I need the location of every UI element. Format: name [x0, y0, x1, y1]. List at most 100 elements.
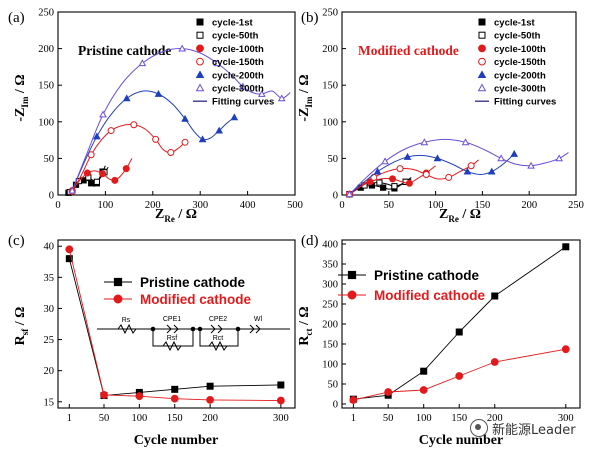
panel-letter: (b) [301, 10, 319, 26]
x-axis-label: ZRe / Ω [155, 207, 197, 224]
data-point [527, 161, 535, 169]
y-tick-label: 20 [44, 366, 55, 377]
x-tick-label: 200 [202, 413, 218, 424]
data-point [510, 149, 519, 157]
plot-frame [57, 239, 296, 409]
data-point [445, 173, 453, 181]
x-tick-label: 300 [273, 413, 289, 424]
data-point [93, 132, 101, 140]
resistor-rs [117, 323, 137, 335]
data-point [99, 110, 107, 118]
x-tick-label: 150 [167, 413, 183, 424]
legend-label: Modified cathode [140, 292, 251, 307]
data-point [130, 121, 138, 129]
svg-text:ZRe / Ω: ZRe / Ω [439, 207, 481, 224]
data-point [405, 179, 413, 187]
y-tick-label: 25 [44, 335, 55, 346]
data-point [455, 372, 464, 380]
legend-marker [478, 31, 486, 39]
data-point [349, 396, 358, 404]
legend-marker [113, 294, 123, 304]
legend: cycle-1st cycle-50th cycle-100th cycle-150t… [475, 18, 556, 108]
fitting-curve [349, 159, 479, 195]
series-line [68, 249, 281, 401]
data-point [181, 114, 189, 122]
legend-label: cycle-1st [494, 18, 536, 29]
x-tick-label: 100 [131, 413, 147, 424]
warburg-element [255, 324, 261, 334]
data-point [167, 149, 175, 157]
legend: cycle-1st cycle-50th cycle-100th cycle-150t… [193, 18, 274, 108]
y-tick-label: 250 [38, 8, 54, 19]
rct-branch [199, 329, 239, 347]
data-point [213, 59, 222, 67]
fitting-curve [349, 165, 436, 195]
data-point [107, 127, 115, 135]
chart-panel-1: 0 100 200 300 400 500 0 50 100 150 200 250 ZRe / Ω -Z… [8, 8, 303, 225]
data-point [138, 59, 147, 67]
x-tick-label: 50 [99, 413, 110, 424]
data-point [403, 152, 412, 160]
y-axis-label: -ZIm / Ω [297, 74, 314, 121]
resistor-rsf [162, 340, 182, 352]
data-point [391, 183, 398, 190]
data-point [380, 184, 387, 191]
legend-label: cycle-300th [212, 84, 264, 95]
svg-text:Cycle number: Cycle number [134, 433, 218, 448]
panel-letter: (a) [8, 10, 25, 26]
x-tick-label: 400 [240, 200, 256, 211]
legend-label: cycle-50th [494, 31, 541, 42]
panel-title: Modified cathode [358, 43, 459, 58]
legend-marker [195, 83, 205, 92]
equivalent-circuit-inset: Rs CPE1 Rsf CPE2 Rct Wl [97, 316, 290, 352]
y-tick-label: 150 [322, 81, 338, 92]
circuit-label: Wl [254, 316, 263, 323]
legend-label: cycle-150th [494, 57, 546, 68]
series-line [353, 246, 567, 400]
y-axis-label: Rsf / Ω [13, 307, 30, 346]
data-point [170, 394, 179, 403]
legend-label: Fitting curves [212, 97, 274, 108]
y-tick-label: 300 [322, 280, 338, 291]
x-tick-label: 150 [451, 413, 467, 424]
x-axis-label: ZRe / Ω [439, 207, 481, 224]
legend-label: cycle-200th [212, 70, 264, 81]
data-point [497, 154, 505, 162]
svg-text:Rct / Ω: Rct / Ω [297, 306, 314, 345]
svg-text:ZRe / Ω: ZRe / Ω [155, 207, 197, 224]
data-point [65, 245, 74, 254]
data-point [381, 157, 389, 165]
data-point [463, 167, 472, 175]
data-point [277, 381, 285, 389]
x-axis-label: Cycle number [419, 433, 503, 448]
data-point [419, 386, 428, 394]
circuit-label: CPE2 [209, 316, 227, 323]
series-line [353, 348, 566, 401]
data-point [420, 138, 429, 146]
data-point [206, 382, 214, 390]
y-tick-label: 250 [322, 300, 338, 311]
data-point [88, 180, 95, 187]
fitting-curve [71, 48, 291, 191]
circuit-label: Rs [122, 317, 131, 324]
data-point [389, 175, 397, 183]
rsf-branch [152, 329, 194, 347]
data-point [487, 167, 496, 175]
resistor-rct [208, 340, 228, 352]
data-point [467, 162, 475, 170]
data-point [206, 396, 215, 404]
data-point [384, 388, 393, 396]
data-point [100, 391, 108, 399]
warburg-element [249, 324, 255, 334]
data-point [178, 44, 187, 52]
y-tick-label: 400 [322, 240, 338, 251]
circuit-label: Rct [213, 335, 224, 342]
y-tick-label: 200 [322, 44, 338, 55]
y-tick-label: 250 [322, 8, 338, 19]
x-tick-label: 50 [384, 200, 395, 211]
y-tick-label: 50 [44, 154, 55, 165]
y-tick-label: 35 [44, 273, 55, 284]
data-point [562, 243, 570, 251]
legend-label: Pristine cathode [140, 275, 246, 290]
x-tick-label: 500 [287, 200, 303, 211]
